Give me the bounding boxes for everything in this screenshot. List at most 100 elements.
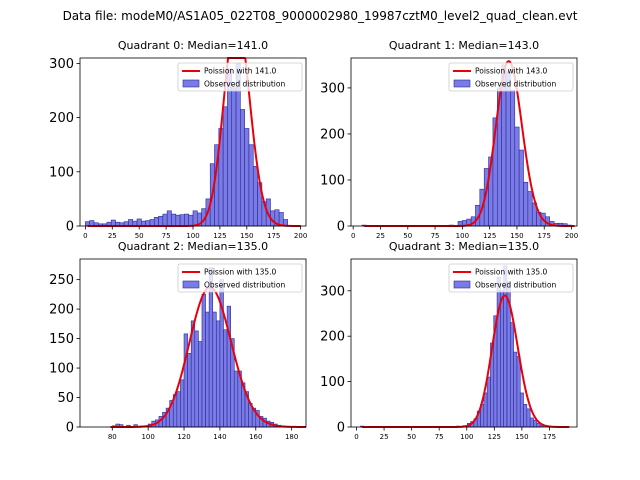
x-tick-label: 125 (488, 433, 501, 441)
histogram-bar (198, 341, 203, 428)
y-tick-label: 200 (49, 111, 74, 126)
x-tick-label: 100 (456, 232, 469, 240)
legend-box (448, 263, 574, 293)
x-tick-label: 180 (285, 433, 298, 441)
histogram-bar (516, 356, 521, 428)
x-tick-label: 75 (162, 232, 171, 240)
histogram-bar (184, 213, 189, 227)
histogram-bar (183, 333, 188, 428)
x-tick-label: 50 (135, 232, 144, 240)
legend: Poission with 135.0 Observed distribution (177, 263, 303, 293)
histogram-bar (496, 276, 501, 428)
x-tick-label: 175 (538, 232, 551, 240)
histogram-bar (192, 210, 198, 227)
legend-bar-swatch (453, 280, 471, 289)
x-tick-label: 175 (267, 232, 280, 240)
x-tick-label: 200 (294, 232, 307, 240)
figure-title: Data file: modeM0/AS1A05_022T08_90000029… (63, 9, 578, 23)
histogram-bar (523, 181, 529, 227)
legend: Poission with 135.0 Observed distribution (448, 263, 574, 293)
y-tick-label: 200 (49, 303, 74, 318)
histogram-bar (194, 330, 199, 428)
x-tick-label: 100 (141, 433, 154, 441)
quadrant-2-chart: Quadrant 2: Median=135.0 0 50 100 150 200 250 8… (49, 240, 307, 441)
legend-poisson-label: Poission with 135.0 (204, 268, 277, 277)
axes-frame (350, 57, 578, 227)
x-tick-label: 125 (483, 232, 496, 240)
quadrant-1-chart: Quadrant 1: Median=143.0 0 100 200 300 0 25 50 7… (320, 39, 578, 240)
poisson-curve (362, 294, 570, 428)
histogram-bar (526, 408, 531, 428)
histogram-bar (223, 329, 228, 428)
histogram-bar (483, 392, 488, 428)
histogram-bar (227, 68, 233, 227)
x-tick-label: 75 (435, 433, 444, 441)
y-tick-label: 300 (320, 81, 345, 96)
histogram-bar (153, 217, 159, 227)
histogram-bar (158, 215, 164, 227)
axes-frame (79, 258, 307, 428)
panel-title: Quadrant 1: Median=143.0 (389, 39, 539, 52)
x-tick-label: 120 (177, 433, 190, 441)
legend: Poission with 143.0 Observed distribution (448, 62, 574, 92)
histogram-bar (244, 128, 250, 227)
histogram-bar (188, 214, 194, 227)
x-tick-label: 150 (240, 232, 253, 240)
histogram-bar (162, 213, 168, 227)
y-tick-label: 0 (337, 220, 345, 235)
histogram-bar (212, 311, 217, 428)
axes-frame (350, 258, 578, 428)
y-tick-label: 100 (320, 375, 345, 390)
legend-observed-label: Observed distribution (204, 80, 285, 89)
histogram-bar (523, 403, 528, 428)
legend-bar-swatch (182, 79, 200, 88)
x-tick-label: 25 (376, 232, 385, 240)
x-tick-label: 25 (380, 433, 389, 441)
x-tick-label: 160 (249, 433, 262, 441)
x-tick-label: 50 (407, 433, 416, 441)
quadrant-3-chart: Quadrant 3: Median=135.0 0 100 200 300 0 25 50 7… (320, 240, 578, 441)
histogram-bar (514, 126, 520, 227)
x-tick-label: 100 (460, 433, 473, 441)
legend-poisson-label: Poission with 141.0 (204, 67, 277, 76)
y-tick-label: 100 (49, 362, 74, 377)
histogram-bar (533, 419, 538, 428)
y-tick-label: 0 (337, 421, 345, 436)
y-tick-label: 50 (57, 391, 74, 406)
histogram-bar (166, 210, 172, 227)
histogram-bar (180, 379, 185, 428)
legend-poisson-label: Poission with 143.0 (475, 67, 548, 76)
legend-observed-label: Observed distribution (204, 281, 285, 290)
y-tick-label: 100 (320, 173, 345, 188)
x-tick-label: 100 (186, 232, 199, 240)
histogram-bar (248, 144, 254, 227)
y-tick-label: 150 (49, 332, 74, 347)
histogram-bar (518, 149, 524, 227)
x-tick-label: 200 (565, 232, 578, 240)
histogram-bar (222, 106, 228, 227)
histogram-bar (205, 311, 210, 428)
histogram-bar (519, 392, 524, 428)
y-tick-label: 250 (49, 273, 74, 288)
y-tick-label: 300 (320, 284, 345, 299)
y-tick-label: 0 (66, 421, 74, 436)
x-tick-label: 0 (354, 433, 358, 441)
panel-title: Quadrant 2: Median=135.0 (118, 240, 268, 253)
legend-bar-swatch (182, 280, 200, 289)
histogram-bar (175, 214, 181, 227)
panel-title: Quadrant 3: Median=135.0 (389, 240, 539, 253)
histogram-bar (500, 290, 504, 428)
histogram-bar (240, 109, 245, 227)
histogram-bar (510, 89, 516, 227)
histogram-bar (529, 417, 534, 428)
histogram-bar (176, 391, 181, 428)
legend-box (448, 62, 574, 92)
y-tick-label: 300 (49, 57, 74, 72)
histogram-bar (233, 370, 239, 428)
legend-box (177, 62, 303, 92)
x-tick-label: 125 (213, 232, 226, 240)
histogram-bar (513, 351, 518, 428)
panel-title: Quadrant 0: Median=141.0 (118, 39, 268, 52)
y-tick-label: 0 (66, 220, 74, 235)
